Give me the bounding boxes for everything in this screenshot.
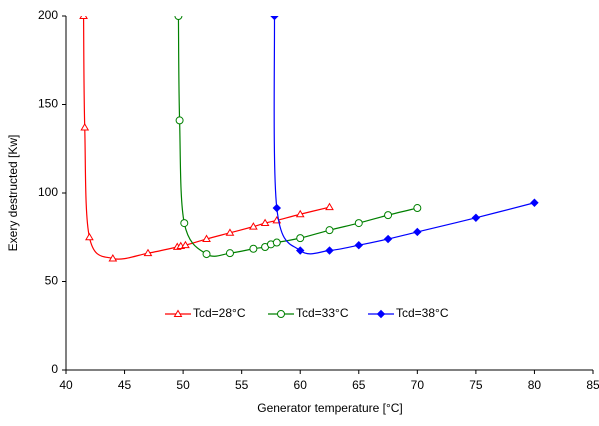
marker	[225, 249, 234, 258]
legend-label: Tcd=28°C	[193, 306, 246, 320]
x-tick-label: 45	[118, 378, 132, 392]
marker	[270, 16, 279, 21]
marker	[175, 116, 184, 125]
marker	[383, 234, 393, 244]
y-axis-label: Exery destructed [Kw]	[6, 135, 20, 252]
x-tick-label: 50	[176, 378, 190, 392]
marker	[174, 16, 183, 20]
marker	[413, 204, 422, 213]
marker	[471, 213, 481, 222]
marker	[202, 250, 211, 259]
x-axis-label: Generator temperature [°C]	[257, 401, 403, 415]
marker	[180, 219, 189, 228]
marker	[272, 238, 281, 247]
marker	[530, 198, 539, 207]
marker	[296, 234, 305, 243]
y-tick-label: 200	[38, 8, 58, 22]
x-tick-label: 85	[586, 378, 599, 392]
series-line	[82, 16, 330, 260]
marker	[296, 246, 305, 255]
marker	[249, 244, 258, 253]
marker	[376, 309, 386, 319]
marker	[413, 227, 422, 237]
marker	[384, 211, 393, 220]
marker	[260, 218, 270, 227]
marker	[173, 309, 183, 317]
marker	[108, 254, 118, 262]
x-tick-label: 60	[294, 378, 308, 392]
series-line	[273, 16, 535, 255]
marker	[277, 310, 285, 318]
plot-area	[79, 16, 539, 262]
y-tick-label: 50	[45, 274, 59, 288]
marker	[249, 222, 258, 230]
x-tick-label: 80	[528, 378, 542, 392]
marker	[325, 246, 334, 255]
marker	[354, 219, 363, 228]
x-tick-label: 55	[235, 378, 249, 392]
marker	[80, 123, 90, 131]
marker	[202, 234, 211, 242]
x-tick-label: 75	[469, 378, 483, 392]
y-tick-label: 150	[38, 97, 58, 111]
marker	[143, 248, 153, 257]
x-tick-label: 70	[411, 378, 425, 392]
y-tick-label: 0	[51, 362, 58, 376]
series-line	[177, 16, 418, 257]
marker	[85, 232, 94, 241]
x-tick-label: 65	[352, 378, 366, 392]
marker	[325, 202, 334, 211]
x-tick-label: 40	[59, 378, 73, 392]
marker	[225, 228, 235, 236]
marker	[354, 241, 363, 250]
marker	[295, 209, 305, 218]
marker	[325, 226, 334, 235]
legend-label: Tcd=33°C	[296, 306, 349, 320]
marker	[181, 240, 190, 249]
marker	[272, 203, 282, 213]
y-tick-label: 100	[38, 185, 58, 199]
legend-label: Tcd=38°C	[396, 306, 449, 320]
marker	[79, 16, 88, 19]
